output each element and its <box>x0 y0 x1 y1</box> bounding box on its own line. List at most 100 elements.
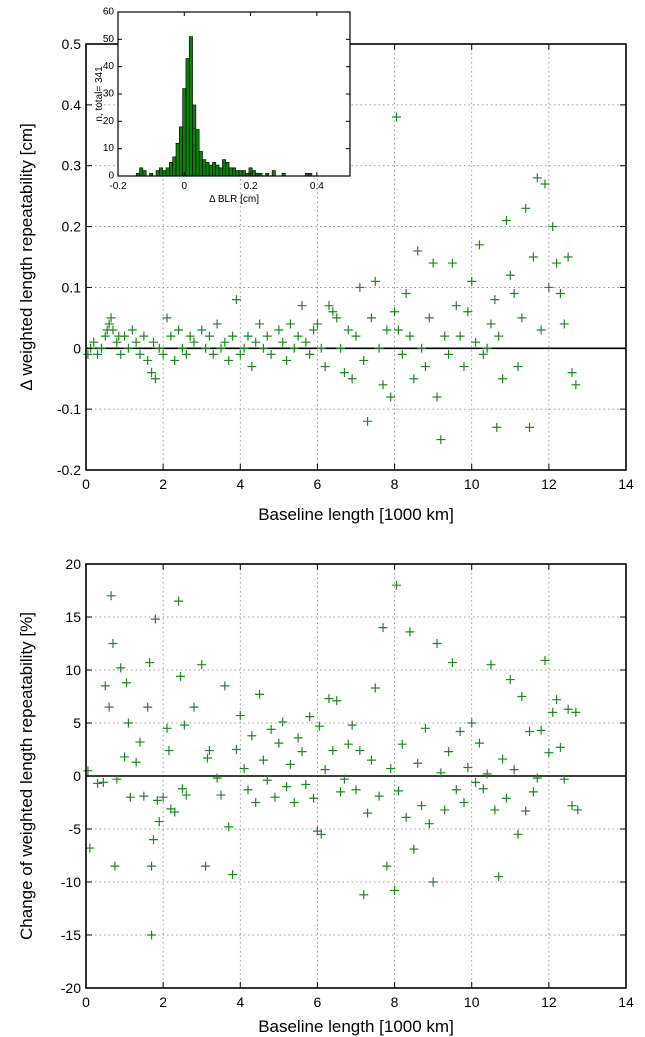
top-data-point <box>351 331 361 341</box>
top-x-tick-label: 8 <box>391 476 399 492</box>
bottom-data-point <box>120 752 130 762</box>
bottom-data-point <box>521 806 531 816</box>
inset-histogram-bar <box>235 170 240 177</box>
bottom-data-point <box>392 580 401 590</box>
bottom-data-point <box>203 753 212 763</box>
inset-histogram-bar <box>238 170 243 177</box>
inset-x-tick-label: -0.2 <box>109 181 127 192</box>
bottom-data-point <box>482 769 492 779</box>
top-data-point <box>204 331 214 341</box>
inset-y-tick-label: 0 <box>108 171 114 182</box>
top-data-point <box>149 337 158 347</box>
bottom-x-tick-label: 0 <box>82 994 90 1010</box>
top-y-tick-label: 0.3 <box>62 158 82 174</box>
top-data-point <box>181 349 191 359</box>
bottom-data-point <box>149 835 158 845</box>
bottom-data-point <box>494 872 504 882</box>
top-data-point <box>336 343 346 353</box>
inset-y-tick-label: 60 <box>103 7 115 18</box>
bottom-data-point <box>378 623 388 633</box>
top-data-point <box>278 337 288 347</box>
bottom-data-point <box>197 660 207 670</box>
inset-histogram-bar <box>205 162 210 177</box>
inset-histogram-bar <box>241 170 246 177</box>
top-data-point <box>231 295 241 305</box>
top-data-point <box>166 331 176 341</box>
bottom-data-point <box>122 678 131 688</box>
bottom-data-point <box>478 784 488 794</box>
inset-histogram-bar <box>271 170 276 177</box>
bottom-data-point <box>131 757 141 767</box>
bottom-y-tick-label: 20 <box>65 556 81 572</box>
bottom-y-tick-label: -20 <box>61 980 81 996</box>
bottom-y-tick-label: 10 <box>65 662 81 678</box>
bottom-data-point <box>505 675 515 685</box>
bottom-data-point <box>125 792 135 802</box>
top-data-point <box>397 349 407 359</box>
bottom-data-point <box>455 726 465 736</box>
top-data-point <box>451 301 461 311</box>
top-x-tick-label: 10 <box>464 476 480 492</box>
top-data-point <box>197 325 207 335</box>
bottom-data-point <box>181 790 191 800</box>
top-data-point <box>509 289 519 299</box>
bottom-data-point <box>532 773 542 783</box>
top-data-point <box>212 319 222 329</box>
top-data-point <box>106 313 116 323</box>
inset-y-tick-label: 40 <box>103 61 115 72</box>
inset-x-axis-label: Δ BLR [cm] <box>209 194 259 205</box>
top-data-point <box>474 240 484 250</box>
bottom-x-tick-label: 4 <box>236 994 244 1010</box>
top-data-point <box>100 331 110 341</box>
top-data-point <box>135 349 145 359</box>
bottom-data-point <box>282 782 292 792</box>
top-data-point <box>239 343 249 353</box>
top-data-point <box>482 343 492 353</box>
top-data-point <box>316 343 326 353</box>
top-data-point <box>131 337 141 347</box>
bottom-data-point <box>374 791 384 801</box>
top-data-point <box>339 368 349 378</box>
bottom-data-point <box>162 723 172 733</box>
bottom-data-point <box>150 614 160 624</box>
bottom-x-tick-label: 12 <box>541 994 557 1010</box>
inset-histogram-bar <box>179 126 183 177</box>
top-data-point <box>274 325 284 335</box>
top-data-point <box>305 349 315 359</box>
top-data-point <box>420 362 430 372</box>
top-data-point <box>143 355 153 365</box>
top-data-point <box>104 319 114 329</box>
bottom-data-point <box>201 861 211 871</box>
top-data-point <box>285 319 295 329</box>
top-data-point <box>447 258 457 268</box>
bottom-data-point <box>432 639 442 648</box>
bottom-data-point <box>359 890 369 900</box>
bottom-data-point <box>474 738 484 748</box>
bottom-data-point <box>536 725 546 735</box>
top-data-point <box>162 313 172 323</box>
bottom-data-point <box>174 596 184 606</box>
inset-histogram-bar <box>142 170 147 177</box>
bottom-scatter-panel: 0 2 4 6 8 10 12 14 -20 -15 -10 -5 0 5 10 15 20 Baseline … <box>17 556 634 1036</box>
bottom-data-point <box>251 798 261 807</box>
top-data-point <box>139 331 149 341</box>
bottom-data-point <box>176 671 185 681</box>
bottom-data-point <box>324 694 334 704</box>
top-data-point <box>455 331 465 341</box>
top-data-point <box>393 325 403 335</box>
bottom-x-tick-label: 6 <box>314 994 322 1010</box>
bottom-data-point <box>123 718 133 728</box>
bottom-x-tick-label: 10 <box>464 994 480 1010</box>
inset-histogram-bar <box>215 164 220 177</box>
top-x-tick-label: 4 <box>236 476 244 492</box>
top-data-point <box>428 258 438 268</box>
bottom-data-point <box>258 755 268 765</box>
top-data-point <box>548 222 558 232</box>
bottom-data-point <box>270 792 280 802</box>
inset-histogram-bar <box>228 167 233 177</box>
top-data-point <box>436 435 446 445</box>
inset-background <box>118 12 350 176</box>
top-data-point <box>366 313 376 323</box>
bottom-data-point <box>85 843 95 853</box>
top-data-point <box>544 282 554 292</box>
